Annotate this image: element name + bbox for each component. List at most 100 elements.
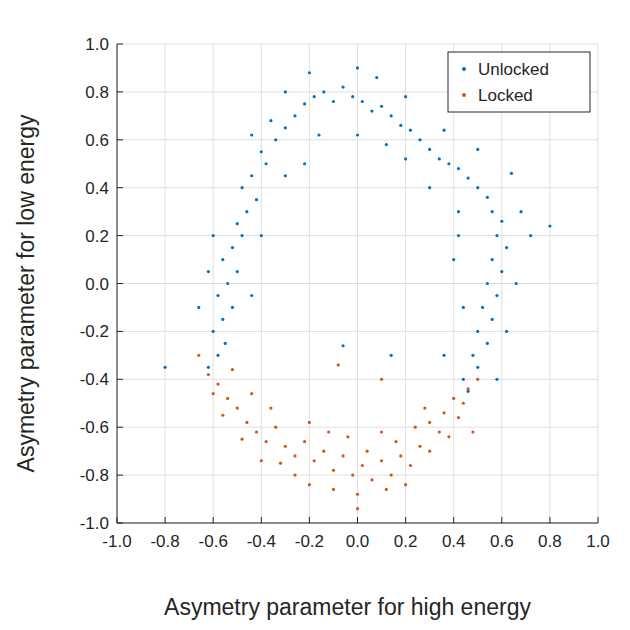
point	[356, 507, 359, 510]
point	[361, 464, 364, 467]
tick-label: 0.6	[85, 131, 109, 150]
point	[216, 382, 219, 385]
tick-label: -0.8	[150, 532, 179, 551]
point	[337, 363, 340, 366]
tick-label: 0.2	[85, 227, 109, 246]
point	[366, 450, 369, 453]
point	[442, 129, 445, 132]
tick-label: 1.0	[586, 532, 610, 551]
point	[409, 129, 412, 132]
tick	[117, 235, 123, 236]
tick-label: -0.6	[199, 532, 228, 551]
point	[500, 270, 503, 273]
point	[317, 133, 320, 136]
point	[274, 138, 277, 141]
point	[284, 174, 287, 177]
tick-label: 0.4	[442, 532, 466, 551]
point	[471, 430, 474, 433]
grid-line	[117, 235, 598, 236]
grid-line	[117, 427, 598, 428]
point	[385, 488, 388, 491]
point	[236, 222, 239, 225]
y-axis-label: Asymetry parameter for low energy	[13, 114, 39, 472]
point	[486, 342, 489, 345]
point	[438, 157, 441, 160]
point	[221, 318, 224, 321]
tick-label: -0.2	[295, 532, 324, 551]
point	[265, 162, 268, 165]
point	[476, 378, 479, 381]
tick-label: 0.0	[85, 275, 109, 294]
tick	[213, 517, 214, 523]
point	[423, 406, 426, 409]
point	[308, 71, 311, 74]
point	[414, 426, 417, 429]
point	[404, 95, 407, 98]
point	[250, 133, 253, 136]
point	[442, 411, 445, 414]
tick-label: -0.4	[80, 370, 109, 389]
point	[471, 354, 474, 357]
tick	[117, 379, 123, 380]
point	[245, 210, 248, 213]
point	[495, 378, 498, 381]
point	[390, 114, 393, 117]
point	[221, 414, 224, 417]
tick-label: 1.0	[85, 35, 109, 54]
point	[284, 90, 287, 93]
point	[308, 421, 311, 424]
point	[260, 459, 263, 462]
legend-label: Locked	[478, 86, 533, 105]
point	[495, 294, 498, 297]
tick-label: 0.6	[490, 532, 514, 551]
point	[231, 368, 234, 371]
point	[380, 459, 383, 462]
point	[221, 258, 224, 261]
point	[212, 330, 215, 333]
point	[356, 66, 359, 69]
tick	[165, 517, 166, 523]
tick-label: 0.2	[394, 532, 418, 551]
point	[255, 430, 258, 433]
point	[308, 483, 311, 486]
point	[332, 100, 335, 103]
point	[467, 387, 470, 390]
point	[491, 258, 494, 261]
point	[356, 493, 359, 496]
tick	[117, 427, 123, 428]
point	[385, 143, 388, 146]
point	[457, 234, 460, 237]
point	[260, 234, 263, 237]
point	[293, 454, 296, 457]
point	[462, 402, 465, 405]
point	[438, 430, 441, 433]
grid-line	[117, 44, 598, 45]
tick	[598, 517, 599, 523]
point	[303, 102, 306, 105]
point	[481, 306, 484, 309]
points	[164, 66, 552, 510]
point	[303, 162, 306, 165]
point	[370, 109, 373, 112]
grid-line	[117, 331, 598, 332]
legend-marker	[462, 67, 466, 71]
point	[447, 162, 450, 165]
legend-marker	[462, 93, 466, 97]
point	[274, 426, 277, 429]
tick	[453, 517, 454, 523]
plot-background	[117, 44, 598, 523]
grid-line	[117, 475, 598, 476]
point	[500, 220, 503, 223]
grid-line	[117, 283, 598, 284]
point	[322, 90, 325, 93]
point	[491, 318, 494, 321]
point	[476, 186, 479, 189]
point	[361, 100, 364, 103]
point	[327, 430, 330, 433]
tick-label: -0.6	[80, 418, 109, 437]
point	[250, 294, 253, 297]
point	[240, 186, 243, 189]
point	[212, 392, 215, 395]
point	[452, 397, 455, 400]
point	[351, 95, 354, 98]
